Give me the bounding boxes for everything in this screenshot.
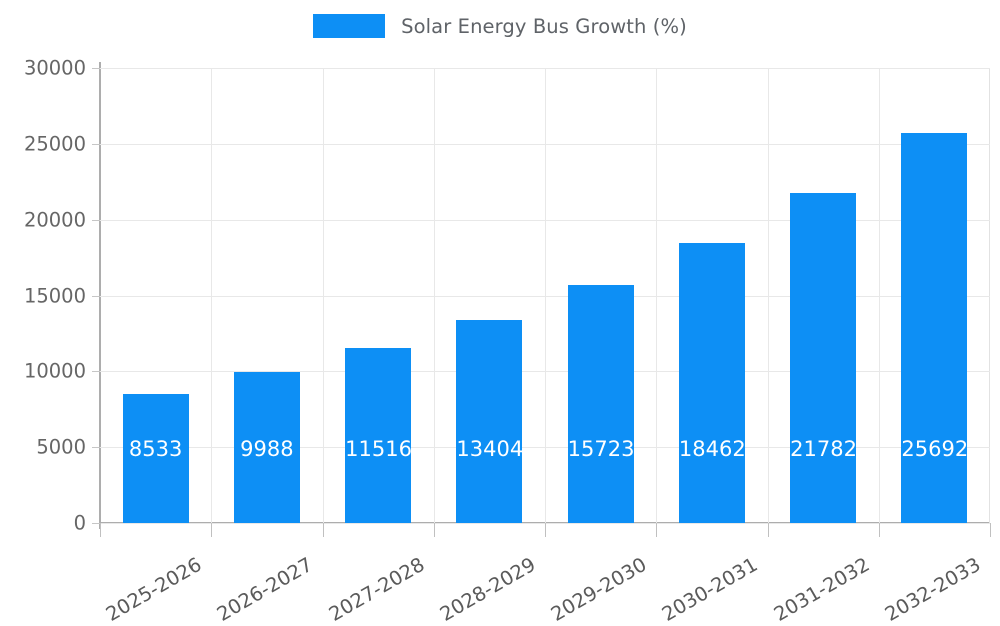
- x-tick-mark: [656, 523, 658, 537]
- bar-value-label: 9988: [240, 437, 294, 461]
- y-tick-label: 0: [73, 511, 86, 535]
- y-tick-mark: [92, 68, 100, 69]
- gridline-vertical: [656, 68, 658, 523]
- x-tick-mark: [990, 523, 991, 537]
- x-tick-label: 2026-2027: [213, 552, 317, 626]
- x-tick-mark: [878, 523, 880, 537]
- bar-value-label: 18462: [678, 437, 746, 461]
- legend-label: Solar Energy Bus Growth (%): [401, 14, 687, 38]
- x-tick-label: 2029-2030: [547, 552, 651, 626]
- x-tick-mark: [211, 523, 213, 537]
- bar-value-label: 8533: [128, 437, 183, 461]
- plot-area: 8533 2025-2026 9988 2026-2027 11516 2027-2028…: [92, 68, 991, 626]
- gridline-vertical: [878, 68, 880, 523]
- y-tick-mark: [92, 143, 100, 145]
- y-tick-label: 10000: [23, 359, 86, 383]
- y-tick-mark: [92, 219, 100, 221]
- x-tick-label: 2031-2032: [769, 552, 874, 626]
- x-tick-label: 2032-2033: [880, 552, 985, 626]
- bar[interactable]: 18462: [678, 243, 746, 523]
- y-tick-mark: [92, 295, 100, 297]
- bar-value-label: 21782: [790, 437, 857, 461]
- bar[interactable]: 25692: [901, 133, 969, 523]
- x-tick-label: 2028-2029: [435, 552, 540, 626]
- gridline-vertical: [211, 68, 213, 523]
- bar[interactable]: 15723: [567, 284, 635, 523]
- x-tick-label: 2030-2031: [658, 552, 762, 626]
- y-tick-label: 15000: [23, 284, 86, 307]
- bar-value-label: 15723: [567, 437, 635, 461]
- bar[interactable]: 11516: [345, 348, 412, 523]
- gridline-vertical: [545, 68, 546, 523]
- x-tick-mark: [767, 523, 769, 537]
- y-tick-mark: [92, 447, 100, 449]
- y-tick-label: 25000: [23, 132, 86, 156]
- legend-entry-solar-energy-bus-growth[interactable]: Solar Energy Bus Growth (%): [313, 14, 687, 38]
- bar-value-label: 11516: [345, 437, 412, 461]
- x-tick-label: 2025-2026: [102, 552, 206, 626]
- x-tick-mark: [545, 523, 546, 537]
- gridline-vertical: [767, 68, 769, 523]
- x-tick-mark: [433, 523, 435, 537]
- bar[interactable]: 21782: [790, 192, 857, 523]
- y-tick-label: 30000: [23, 56, 86, 80]
- gridline-vertical: [322, 68, 324, 523]
- y-tick-label: 5000: [36, 435, 86, 459]
- chart-legend: Solar Energy Bus Growth (%): [0, 0, 1000, 52]
- legend-swatch-icon: [313, 14, 386, 38]
- x-tick-mark: [100, 523, 101, 537]
- bar[interactable]: 8533: [122, 393, 189, 523]
- bar[interactable]: 13404: [456, 319, 524, 523]
- bar-value-label: 13404: [456, 437, 524, 461]
- x-tick-mark: [322, 523, 324, 537]
- bar-value-label: 25692: [901, 437, 969, 461]
- x-tick-label: 2027-2028: [324, 552, 429, 626]
- y-tick-mark: [92, 523, 100, 524]
- bar[interactable]: 9988: [233, 371, 300, 523]
- gridline-vertical: [433, 68, 435, 523]
- y-tick-label: 20000: [23, 208, 86, 232]
- y-tick-mark: [92, 371, 100, 373]
